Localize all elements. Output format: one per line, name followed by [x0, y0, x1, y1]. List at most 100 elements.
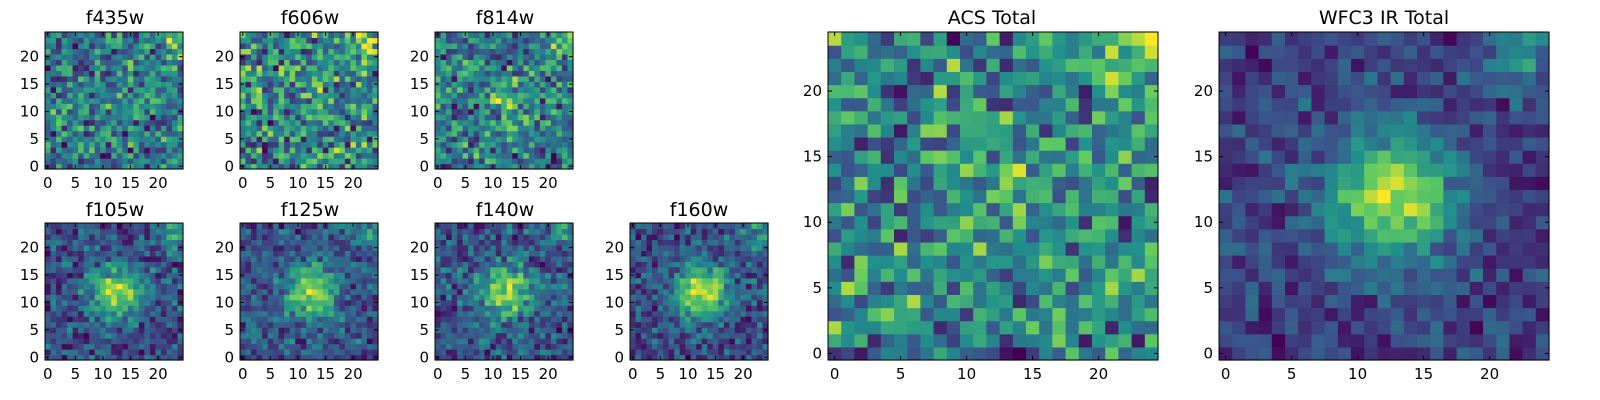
heatmap-cell: [138, 332, 145, 339]
heatmap-cell: [256, 163, 263, 170]
heatmap-cell: [339, 228, 346, 235]
heatmap-cell: [122, 244, 129, 251]
heatmap-cell: [701, 332, 708, 339]
heatmap-cell: [177, 130, 184, 137]
heatmap-cell: [468, 141, 475, 148]
heatmap-cell: [328, 141, 335, 148]
heatmap-cell: [67, 37, 74, 44]
heatmap-cell: [484, 136, 491, 143]
heatmap-cell: [240, 147, 247, 154]
heatmap-cell: [685, 255, 692, 262]
heatmap-cell: [138, 239, 145, 246]
heatmap-cell: [468, 163, 475, 170]
heatmap-cell: [696, 244, 703, 251]
heatmap-cell: [933, 294, 948, 309]
heatmap-cell: [361, 294, 368, 301]
heatmap-cell: [273, 125, 280, 132]
heatmap-cell: [1012, 176, 1027, 191]
heatmap-cell: [841, 228, 855, 243]
heatmap-cell: [462, 266, 469, 273]
x-tick-label: 20: [344, 174, 363, 192]
heatmap-cell: [284, 277, 291, 284]
heatmap-cell: [94, 92, 101, 99]
heatmap-cell: [89, 130, 96, 137]
heatmap-cell: [1118, 189, 1133, 204]
heatmap-cell: [479, 119, 486, 126]
heatmap-cell: [999, 281, 1014, 295]
heatmap-cell: [322, 158, 329, 165]
heatmap-cell: [322, 86, 329, 93]
heatmap-cell: [690, 310, 697, 317]
heatmap-cell: [523, 250, 530, 257]
heatmap-cell: [685, 244, 692, 251]
heatmap-cell: [473, 37, 480, 44]
heatmap-cell: [479, 244, 486, 251]
heatmap-cell: [105, 283, 112, 290]
heatmap-cell: [177, 141, 184, 148]
heatmap-cell: [138, 108, 145, 115]
heatmap-cell: [440, 86, 447, 93]
heatmap-cell: [78, 42, 85, 50]
heatmap-cell: [171, 70, 179, 77]
heatmap-cell: [177, 343, 184, 350]
heatmap-cell: [646, 239, 653, 246]
heatmap-cell: [100, 283, 107, 290]
heatmap-cell: [45, 130, 52, 137]
heatmap-cell: [567, 97, 574, 104]
heatmap-cell: [561, 255, 569, 262]
heatmap-cell: [751, 299, 758, 306]
heatmap-cell: [322, 338, 329, 345]
heatmap-cell: [361, 48, 368, 55]
heatmap-cell: [718, 250, 725, 257]
heatmap-cell: [495, 125, 502, 132]
heatmap-cell: [1131, 255, 1146, 269]
heatmap-cell: [171, 141, 179, 148]
heatmap-cell: [105, 70, 112, 77]
heatmap-cell: [468, 42, 475, 50]
heatmap-cell: [361, 119, 368, 126]
heatmap-cell: [696, 250, 703, 257]
heatmap-cell: [89, 349, 96, 356]
heatmap-cell: [94, 233, 101, 241]
heatmap-cell: [484, 75, 491, 82]
heatmap-cell: [344, 130, 351, 137]
heatmap-cell: [350, 152, 357, 159]
heatmap-cell: [306, 32, 313, 39]
heatmap-cell: [745, 327, 753, 334]
heatmap-cell: [155, 75, 162, 82]
heatmap-cell: [322, 294, 329, 301]
heatmap-cell: [245, 42, 252, 50]
heatmap-cell: [127, 114, 134, 121]
heatmap-cell: [45, 343, 52, 350]
heatmap-cell: [506, 42, 513, 50]
heatmap-cell: [539, 108, 546, 115]
heatmap-cell: [446, 250, 453, 257]
heatmap-cell: [339, 327, 346, 334]
heatmap-cell: [355, 86, 363, 93]
heatmap-cell: [278, 42, 285, 50]
heatmap-cell: [295, 310, 302, 317]
heatmap-cell: [484, 255, 491, 262]
heatmap-cell: [289, 163, 296, 170]
heatmap-cell: [171, 327, 179, 334]
heatmap-cell: [446, 343, 453, 350]
heatmap-cell: [72, 316, 79, 323]
heatmap-cell: [933, 189, 948, 204]
heatmap-cell: [534, 125, 541, 132]
heatmap-cell: [674, 261, 681, 268]
heatmap-cell: [166, 349, 173, 356]
heatmap-cell: [344, 32, 351, 39]
heatmap-cell: [556, 70, 563, 77]
heatmap-cell: [534, 158, 541, 165]
heatmap-cell: [322, 316, 329, 323]
heatmap-cell: [451, 272, 458, 279]
heatmap-cell: [138, 64, 145, 71]
heatmap-cell: [160, 70, 168, 77]
heatmap-cell: [300, 250, 307, 257]
heatmap-cell: [457, 147, 464, 154]
heatmap-cell: [122, 321, 129, 328]
heatmap-cell: [306, 321, 313, 328]
heatmap-cell: [528, 48, 535, 55]
heatmap-cell: [973, 294, 987, 309]
heatmap-cell: [256, 81, 263, 88]
